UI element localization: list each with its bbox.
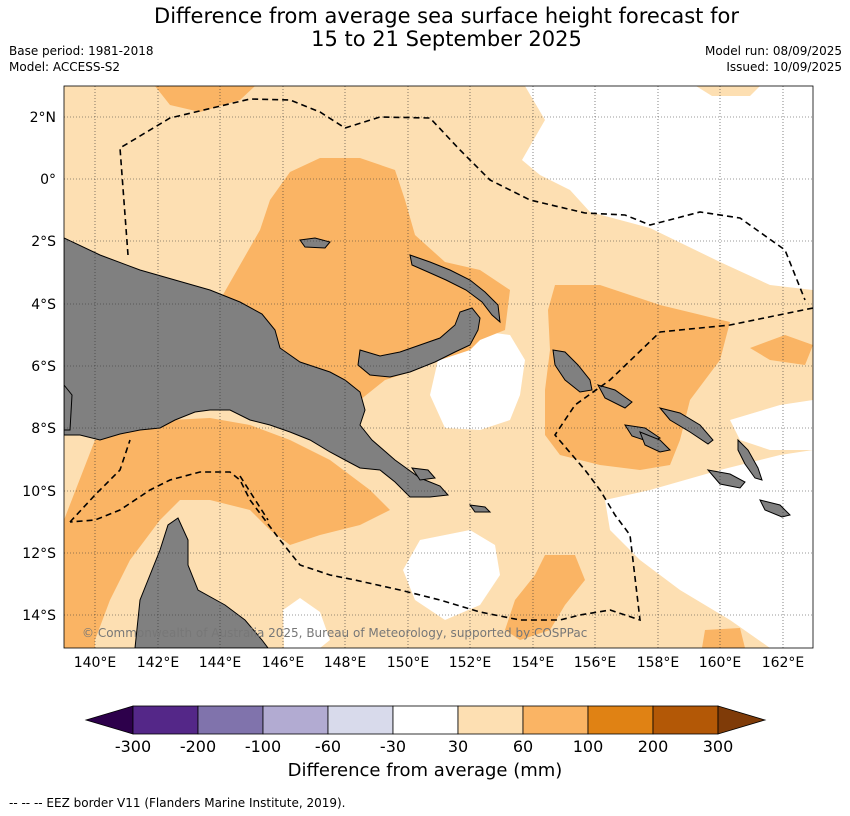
- new-ireland: [409, 254, 501, 324]
- lon-label: 152°E: [449, 655, 492, 671]
- landmass: [64, 237, 791, 648]
- colorbar-bin: [522, 705, 589, 735]
- colorbar-tick: 300: [703, 737, 734, 756]
- colorbar-tick: -60: [315, 737, 341, 756]
- colorbar-tick: 200: [638, 737, 669, 756]
- santa-isabel: [658, 407, 714, 445]
- colorbar-bin: [327, 705, 394, 735]
- new-guinea: [64, 237, 450, 498]
- meta-right: Model run: 08/09/2025 Issued: 10/09/2025: [705, 43, 842, 75]
- lon-label: 158°E: [637, 655, 680, 671]
- colorbar-tick: 100: [573, 737, 604, 756]
- chart-title-line1: Difference from average sea surface heig…: [154, 4, 739, 28]
- lon-label: 148°E: [324, 655, 367, 671]
- colorbar-label: Difference from average (mm): [287, 760, 563, 781]
- colorbar-tick: 30: [448, 737, 468, 756]
- lat-label: 10°S: [22, 484, 56, 500]
- attribution-text: © Commonwealth of Australia 2025, Bureau…: [82, 626, 587, 640]
- cape-york: [134, 517, 269, 648]
- lon-label: 154°E: [512, 655, 555, 671]
- rennell: [759, 499, 791, 518]
- lon-label: 162°E: [762, 655, 805, 671]
- colorbar-tick: 60: [513, 737, 533, 756]
- map-area: [64, 86, 813, 648]
- lon-label: 146°E: [262, 655, 305, 671]
- lat-label: 4°S: [31, 297, 56, 313]
- longitude-labels: 140°E 142°E 144°E 146°E 148°E 150°E 152°…: [74, 655, 805, 671]
- bougainville: [552, 349, 593, 393]
- lon-label: 144°E: [199, 655, 242, 671]
- west-island: [64, 384, 73, 431]
- lon-label: 150°E: [387, 655, 430, 671]
- manus-island: [299, 237, 331, 249]
- lon-label: 156°E: [574, 655, 617, 671]
- colorbar-bin: [457, 705, 524, 735]
- colorbar-max-arrow: [717, 705, 767, 735]
- malaita: [737, 438, 763, 481]
- eez-borders: [69, 98, 813, 622]
- eez-legend-note: -- -- -- EEZ border V11 (Flanders Marine…: [9, 796, 346, 810]
- makira: [706, 469, 746, 489]
- colorbar-bin: [652, 705, 719, 735]
- colorbar-tick: -200: [180, 737, 216, 756]
- lat-label: 0°: [40, 172, 56, 188]
- colorbar-min-arrow: [84, 705, 134, 735]
- lon-label: 160°E: [699, 655, 742, 671]
- lat-label: 2°N: [30, 110, 56, 126]
- colorbar: -300 -200 -100 -60 -30 30 60 100 200 300: [84, 705, 767, 756]
- colorbar-bin: [132, 705, 199, 735]
- guadalcanal: [639, 431, 672, 453]
- chart-title-line2: 15 to 21 September 2025: [311, 27, 582, 51]
- latitude-labels: 2°N 0° 2°S 4°S 6°S 8°S 10°S 12°S 14°S: [22, 110, 56, 624]
- base-period: Base period: 1981-2018: [9, 44, 154, 58]
- map-frame: [63, 85, 814, 649]
- colorbar-tick: -100: [245, 737, 281, 756]
- colorbar-tick: -300: [115, 737, 151, 756]
- issued-date: Issued: 10/09/2025: [726, 60, 842, 74]
- meta-left: Base period: 1981-2018 Model: ACCESS-S2: [9, 43, 154, 75]
- lon-label: 142°E: [137, 655, 180, 671]
- colorbar-tick: -30: [380, 737, 406, 756]
- fergusson: [410, 467, 436, 481]
- colorbar-bin: [262, 705, 329, 735]
- lat-label: 12°S: [22, 546, 56, 562]
- graticule: [64, 86, 813, 648]
- choiseul: [596, 384, 633, 409]
- colorbar-bin: [392, 705, 459, 735]
- lat-label: 8°S: [31, 421, 56, 437]
- model-name: Model: ACCESS-S2: [9, 60, 121, 74]
- lat-label: 14°S: [22, 608, 56, 624]
- colorbar-ticks: -300 -200 -100 -60 -30 30 60 100 200 300: [115, 737, 733, 756]
- woodlark: [468, 504, 492, 513]
- lon-label: 140°E: [74, 655, 117, 671]
- lat-label: 6°S: [31, 359, 56, 375]
- model-run: Model run: 08/09/2025: [704, 44, 842, 58]
- colorbar-bin: [587, 705, 654, 735]
- colorbar-bin: [197, 705, 264, 735]
- lat-label: 2°S: [31, 234, 56, 250]
- new-britain: [357, 307, 481, 378]
